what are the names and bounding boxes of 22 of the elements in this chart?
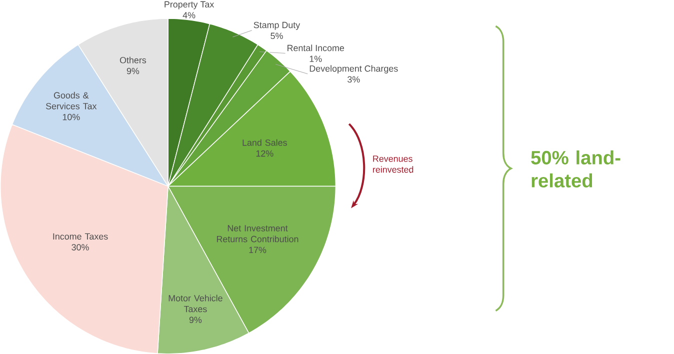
data-label: 30% (72, 244, 89, 250)
slice-label: Rental Income (288, 44, 344, 52)
data-label: 12% (256, 150, 274, 157)
data-label: 3% (348, 76, 360, 82)
data-label: 1% (310, 56, 322, 62)
slice-label: Land Sales (242, 139, 287, 146)
slice-label: Stamp Duty (254, 22, 300, 30)
text: Revenues reinvested (373, 156, 414, 173)
slice-label: Net Investment Returns Contribution (217, 225, 298, 242)
data-label: 10% (62, 114, 80, 120)
slice-label: Development Charges (310, 65, 398, 74)
slice-label: Income Taxes (53, 233, 108, 240)
data-label: 4% (182, 12, 196, 18)
data-label: 17% (249, 246, 266, 253)
data-label: 9% (189, 316, 202, 323)
slice-label: Goods & Services Tax (46, 92, 97, 110)
slice-label: Property Tax (164, 1, 214, 10)
slice-label: Motor Vehicle Taxes (168, 294, 222, 312)
data-label: 5% (270, 32, 283, 39)
slice-label: Others (120, 56, 146, 64)
data-label: 9% (126, 68, 140, 74)
text: 50% land-related (531, 150, 620, 188)
